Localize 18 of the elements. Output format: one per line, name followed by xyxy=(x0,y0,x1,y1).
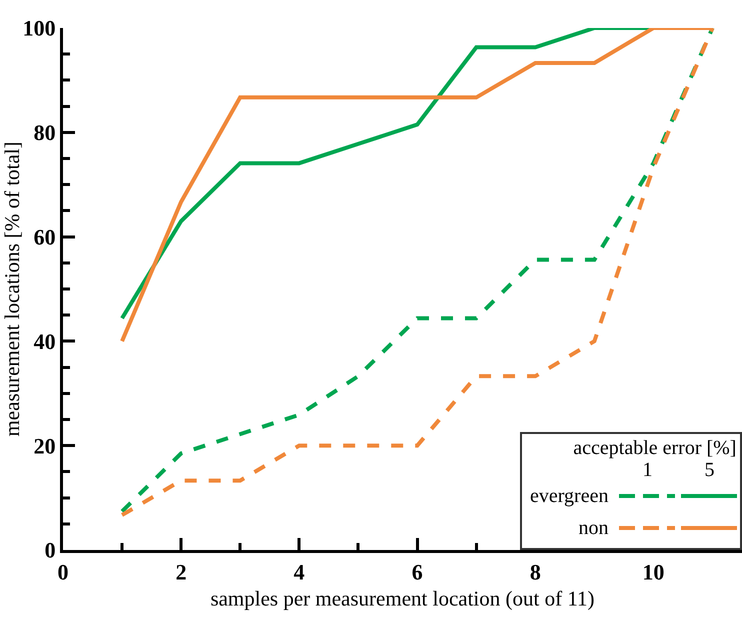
legend-label: evergreen xyxy=(530,484,610,509)
y-tick-label: 40 xyxy=(34,328,56,354)
y-tick-label: 80 xyxy=(34,120,56,146)
x-tick-label: 8 xyxy=(530,559,541,584)
x-tick-label: 2 xyxy=(176,559,187,584)
annotation: 1 xyxy=(641,459,654,481)
y-tick-label: 100 xyxy=(22,16,56,41)
x-tick-label: 6 xyxy=(412,559,423,584)
y-tick-label: 20 xyxy=(34,433,56,458)
x-tick-label: 10 xyxy=(642,559,664,584)
annotation: 5 xyxy=(703,459,716,481)
x-tick-label: 4 xyxy=(294,559,305,584)
legend-label: non xyxy=(577,516,610,541)
y-tick-label: 60 xyxy=(34,224,56,250)
y-axis-title: measurement locations [% of total] xyxy=(0,141,24,437)
y-tick-label: 0 xyxy=(44,538,56,563)
legend-title: acceptable error [%] xyxy=(572,436,738,460)
x-axis-title: samples per measurement location (out of 11) xyxy=(210,586,595,611)
